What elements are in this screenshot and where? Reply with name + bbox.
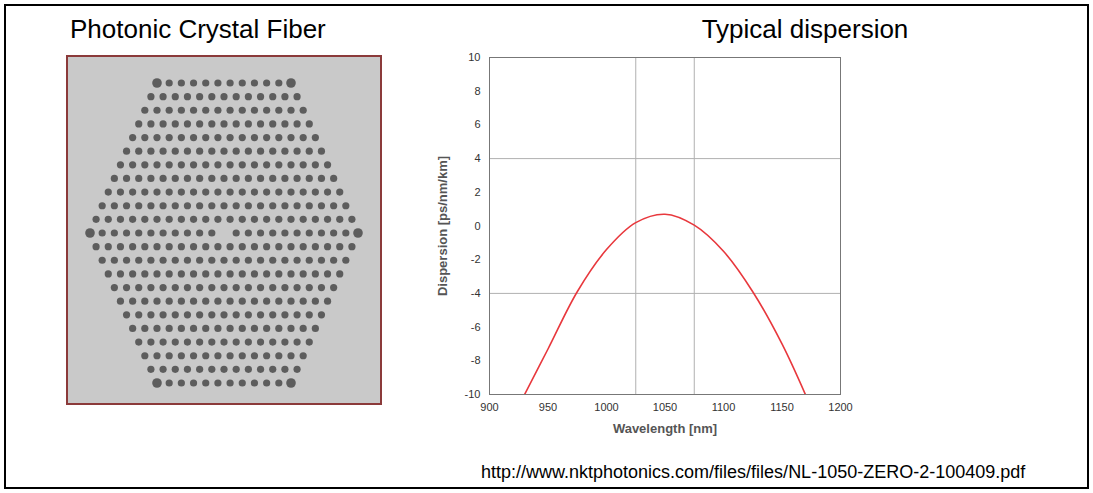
svg-text:8: 8 — [474, 85, 480, 97]
svg-text:1200: 1200 — [828, 401, 852, 413]
svg-text:1100: 1100 — [712, 401, 736, 413]
svg-text:1050: 1050 — [653, 401, 677, 413]
svg-text:2: 2 — [474, 186, 480, 198]
svg-text:-10: -10 — [465, 388, 481, 400]
svg-text:-6: -6 — [471, 321, 481, 333]
html-text:Typical dispersion: Typical dispersion — [701, 14, 909, 44]
svg-text:-8: -8 — [471, 354, 481, 366]
svg-text:6: 6 — [474, 118, 480, 130]
svg-text:Wavelength [nm]: Wavelength [nm] — [613, 421, 717, 436]
svg-text:0: 0 — [474, 220, 480, 232]
html-text:http://www.nktphotonics.com/fi: http://www.nktphotonics.com/files/files/… — [481, 462, 1026, 482]
svg-text:10: 10 — [468, 51, 480, 63]
svg-text:-2: -2 — [471, 253, 481, 265]
svg-text:1150: 1150 — [770, 401, 794, 413]
svg-text:-4: -4 — [471, 287, 481, 299]
svg-text:Dispersion [ps/nm/km]: Dispersion [ps/nm/km] — [435, 156, 450, 296]
svg-text:950: 950 — [539, 401, 557, 413]
svg-text:4: 4 — [474, 152, 480, 164]
svg-text:900: 900 — [480, 401, 498, 413]
svg-text:1000: 1000 — [594, 401, 618, 413]
html-text:Photonic Crystal Fiber: Photonic Crystal Fiber — [70, 14, 326, 44]
